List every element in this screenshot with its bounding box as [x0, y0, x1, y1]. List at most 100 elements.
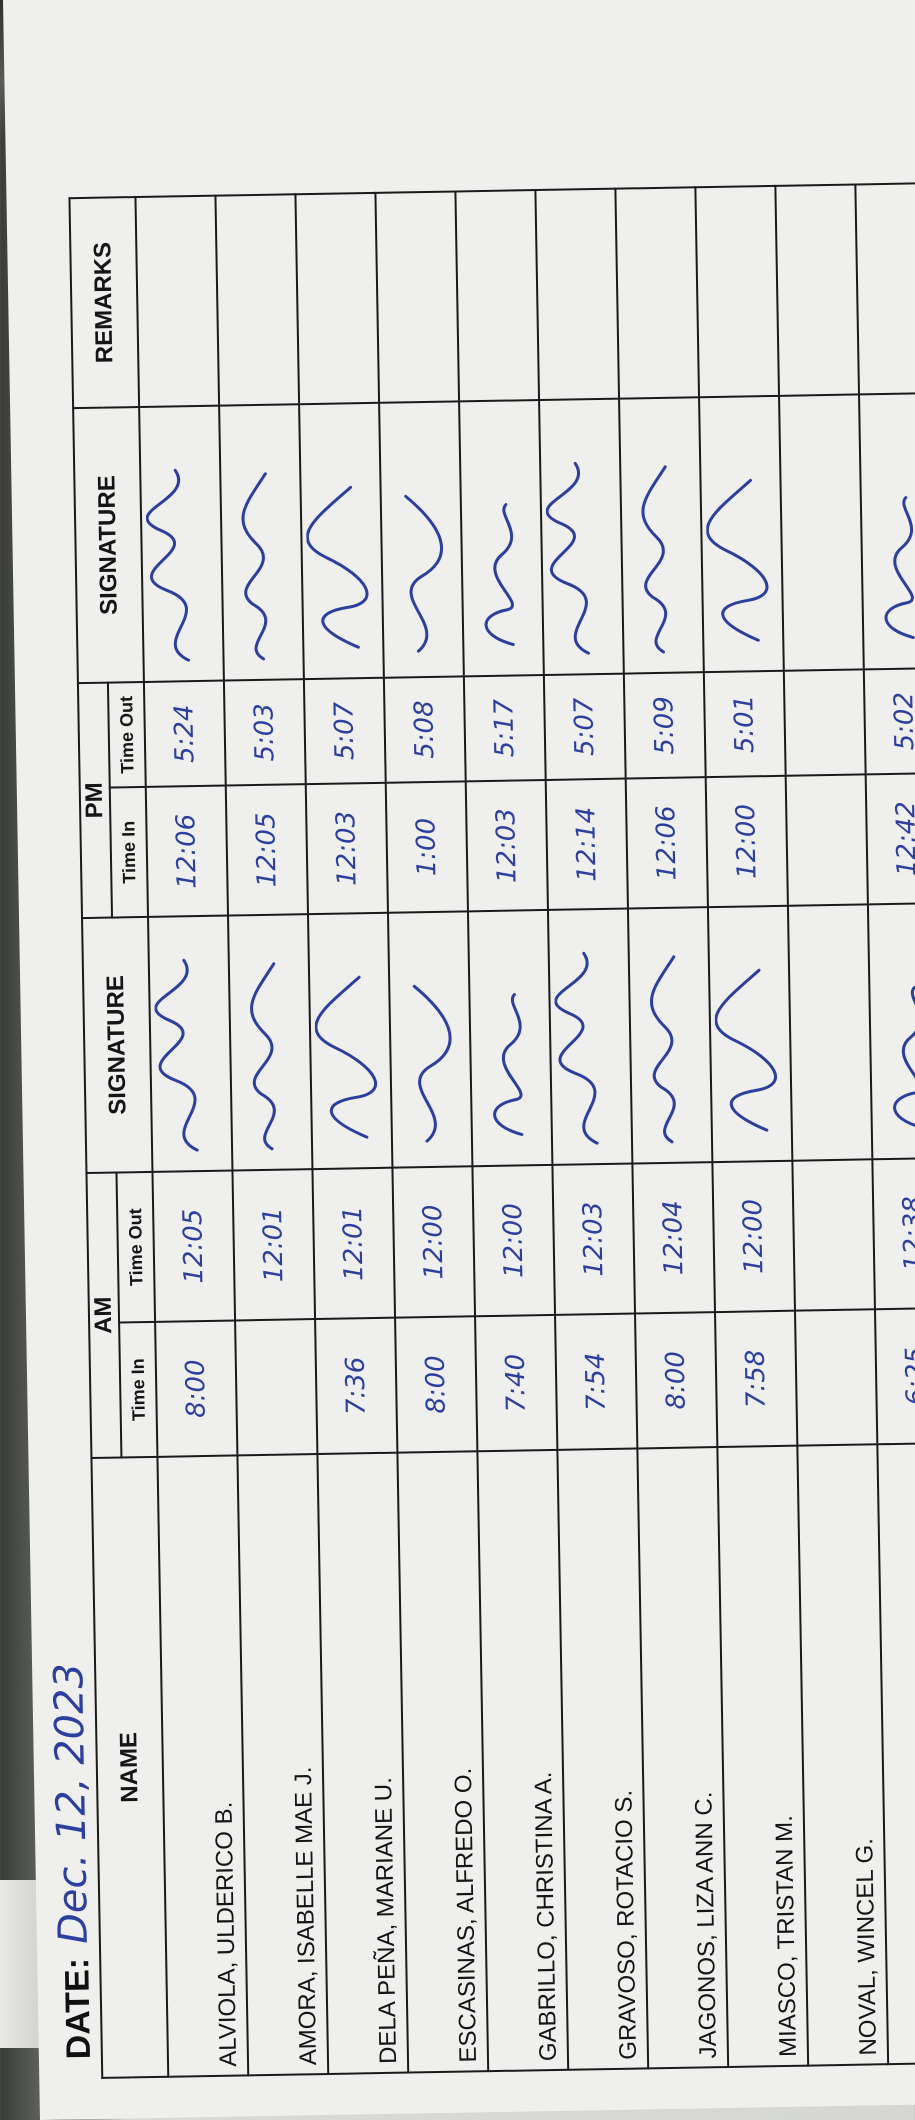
am-time-out: 12:00	[392, 1166, 476, 1318]
remarks-cell	[775, 184, 860, 396]
handwritten-signature-icon	[705, 478, 769, 642]
pm-signature	[459, 400, 544, 677]
handwritten-signature-icon	[641, 465, 668, 654]
employee-name: AMORA, ISABELLE MAE J.	[237, 1454, 329, 2076]
am-signature	[867, 902, 915, 1160]
am-time-in: 7:58	[715, 1310, 798, 1448]
remarks-cell	[295, 192, 380, 405]
pm-time-in: 12:00	[705, 775, 788, 908]
pm-time-out: 5:24	[143, 680, 226, 787]
am-time-out	[792, 1159, 875, 1311]
am-time-in: 6:25	[874, 1307, 915, 1445]
pm-time-out: 5:02	[863, 668, 915, 775]
am-time-in	[794, 1309, 878, 1446]
date-label: DATE:	[58, 1957, 98, 2060]
pm-time-in: 12:06	[625, 777, 708, 909]
handwritten-signature-icon	[154, 958, 199, 1152]
remarks-cell	[375, 191, 460, 403]
handwritten-signature-icon	[241, 472, 268, 661]
handwritten-signature-icon	[893, 986, 915, 1129]
pm-time-in: 12:42	[865, 772, 915, 905]
pm-signature	[539, 398, 624, 675]
employee-name: GABRILLO, CHRISTINA A.	[477, 1449, 569, 2072]
header-am-signature: SIGNATURE	[82, 916, 153, 1174]
am-time-out: 12:03	[552, 1163, 636, 1315]
employee-name: DELA PEÑA, MARIANE U.	[317, 1452, 409, 2074]
am-time-in: 8:00	[395, 1316, 478, 1453]
am-time-in: 8:00	[635, 1312, 718, 1449]
table-row: DELA PEÑA, MARIANE U. 7:36 12:01 12:03 5:07	[295, 192, 409, 2074]
pm-time-in: 12:05	[225, 784, 308, 916]
header-pm: PM	[77, 682, 113, 919]
pm-time-in: 12:03	[465, 779, 548, 912]
am-time-in	[235, 1319, 318, 1456]
am-time-in: 8:00	[155, 1320, 238, 1457]
table-row: JAGONOS, LIZA ANN C. 8:00 12:04 12:06 5:09	[615, 187, 729, 2069]
table-row: AMORA, ISABELLE MAE J. 12:01 12:05 5:03	[215, 194, 329, 2076]
am-time-out: 12:00	[472, 1164, 556, 1317]
handwritten-signature-icon	[484, 503, 515, 647]
handwritten-signature-icon	[314, 975, 378, 1139]
pm-signature	[859, 393, 915, 670]
employee-name: ESCASINAS, ALFREDO O.	[397, 1451, 489, 2073]
pm-time-in: 12:03	[305, 782, 388, 915]
pm-time-out: 5:08	[383, 676, 466, 783]
am-signature	[228, 914, 313, 1171]
employee-name: MIASCO, TRISTAN M.	[717, 1445, 809, 2067]
handwritten-signature-icon	[250, 962, 276, 1151]
header-pm-time-in: Time In	[109, 786, 149, 918]
pm-time-out	[783, 669, 866, 776]
handwritten-signature-icon	[554, 951, 599, 1145]
am-time-out: 12:04	[632, 1162, 716, 1314]
pm-signature	[219, 404, 304, 681]
remarks-cell	[615, 187, 700, 399]
am-signature	[787, 904, 873, 1161]
am-time-out: 12:01	[312, 1167, 396, 1320]
remarks-cell	[135, 195, 220, 408]
pm-time-out: 5:01	[703, 670, 786, 778]
header-name: NAME	[91, 1456, 169, 2078]
handwritten-signature-icon	[404, 494, 443, 653]
table-row: MIASCO, TRISTAN M. 7:58 12:00 12:00 5:01	[695, 185, 809, 2067]
pm-signature	[619, 397, 704, 674]
pm-time-in: 12:06	[145, 785, 229, 917]
header-remarks: REMARKS	[69, 197, 140, 409]
am-time-out: 12:38	[872, 1157, 915, 1310]
pm-time-out: 5:07	[303, 677, 386, 785]
pm-time-out: 5:07	[543, 673, 626, 780]
employee-name: GRAVOSO, ROTACIO S.	[557, 1448, 649, 2070]
handwritten-signature-icon	[650, 955, 676, 1144]
handwritten-signature-icon	[884, 496, 915, 640]
handwritten-signature-icon	[545, 461, 590, 655]
attendance-rows: ALVIOLA, ULDERICO B. 8:00 12:05 12:06 5:24 AM…	[135, 182, 915, 2077]
pm-time-in	[785, 774, 868, 906]
attendance-table: NAME AM SIGNATURE PM SIGNATURE REMARKS T…	[68, 181, 915, 2079]
table-row: ALVIOLA, ULDERICO B. 8:00 12:05 12:06 5:24	[135, 195, 249, 2077]
pm-time-in: 12:14	[545, 778, 628, 910]
pm-time-out: 5:03	[223, 679, 306, 786]
remarks-cell	[455, 190, 540, 402]
date-value: Dec. 12, 2023	[46, 1662, 97, 1945]
remarks-cell	[855, 183, 915, 395]
pm-signature	[779, 394, 864, 671]
handwritten-signature-icon	[714, 968, 777, 1132]
table-row: GRAVOSO, ROTACIO S. 7:54 12:03 12:14 5:07	[535, 188, 649, 2070]
remarks-cell	[535, 188, 620, 401]
header-am-time-out: Time Out	[116, 1171, 156, 1323]
employee-name: JAGONOS, LIZA ANN C.	[637, 1447, 729, 2069]
table-row: ESCASINAS, ALFREDO O. 8:00 12:00 1:00 5:08	[375, 191, 489, 2073]
handwritten-signature-icon	[412, 984, 452, 1143]
remarks-cell	[695, 185, 780, 398]
pm-time-in: 1:00	[385, 781, 468, 913]
am-time-in: 7:36	[315, 1317, 398, 1455]
am-time-out: 12:01	[232, 1169, 316, 1321]
date-line: DATE: Dec. 12, 2023	[42, 1663, 99, 2060]
pm-signature	[299, 402, 384, 680]
pm-time-out: 5:17	[463, 674, 546, 782]
am-signature	[547, 908, 633, 1165]
am-time-in: 7:40	[475, 1314, 558, 1452]
pm-signature	[139, 405, 224, 682]
am-signature	[707, 905, 793, 1163]
